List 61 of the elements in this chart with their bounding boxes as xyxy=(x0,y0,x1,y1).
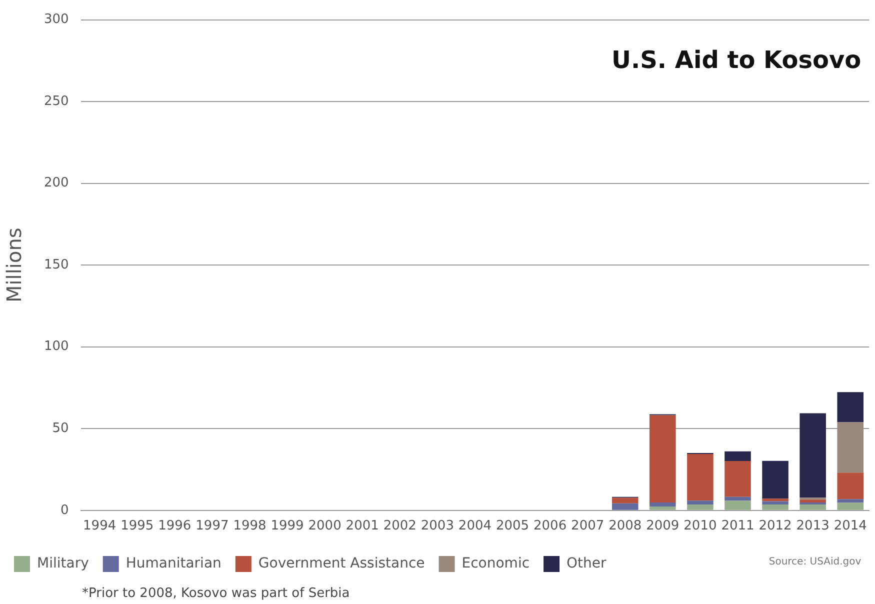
bar xyxy=(650,506,676,510)
bar xyxy=(687,504,714,510)
y-tick-label: 200 xyxy=(44,176,69,191)
x-tick-label: 2004 xyxy=(458,518,492,534)
bar xyxy=(837,499,864,503)
x-tick-label: 2007 xyxy=(571,518,604,534)
y-tick-label: 150 xyxy=(44,257,69,272)
bar xyxy=(687,454,714,501)
source-note: Source: USAid.gov xyxy=(768,556,862,568)
x-tick-label: 2014 xyxy=(834,518,867,534)
x-tick-label: 2011 xyxy=(721,518,754,534)
x-tick-label: 2005 xyxy=(496,518,530,534)
bar xyxy=(837,472,864,500)
bar xyxy=(800,500,826,503)
x-tick-label: 2002 xyxy=(383,518,416,534)
bar xyxy=(612,498,638,504)
bar xyxy=(612,503,638,510)
x-tick-label: 2013 xyxy=(796,518,830,534)
legend-label: Other xyxy=(566,556,607,572)
x-tick-label: 2008 xyxy=(608,518,642,534)
x-tick-label: 2012 xyxy=(758,518,792,534)
y-tick-label: 50 xyxy=(52,421,69,436)
bar xyxy=(837,422,864,473)
legend-label: Economic xyxy=(462,556,530,572)
x-tick-label: 1994 xyxy=(83,518,116,534)
bar xyxy=(724,500,751,510)
bar xyxy=(762,501,788,505)
legend-label: Government Assistance xyxy=(258,556,425,572)
bar xyxy=(800,413,826,498)
x-tick-label: 2003 xyxy=(420,518,454,534)
bar xyxy=(837,502,864,510)
x-tick-label: 2006 xyxy=(534,518,567,534)
legend-label: Humanitarian xyxy=(126,556,222,572)
text: U.S. Aid to Kosovo xyxy=(612,46,862,74)
bar xyxy=(762,460,788,499)
y-tick-label: 250 xyxy=(44,94,69,109)
x-tick-label: 2000 xyxy=(308,518,342,534)
bar xyxy=(650,502,676,506)
x-tick-label: 1995 xyxy=(120,518,154,534)
bar xyxy=(724,461,751,497)
x-tick-label: 1997 xyxy=(196,518,229,534)
bar xyxy=(724,496,751,501)
x-tick-label: 1999 xyxy=(270,518,304,534)
bar xyxy=(762,498,788,502)
bar xyxy=(800,504,826,510)
x-tick-label: 1996 xyxy=(158,518,192,534)
y-axis-title: Millions xyxy=(2,228,26,303)
legend-label: Military xyxy=(37,556,89,572)
x-tick-label: 2009 xyxy=(646,518,680,534)
bar xyxy=(724,451,751,462)
x-tick-label: 2001 xyxy=(346,518,379,534)
bar xyxy=(837,392,864,422)
y-tick-label: 100 xyxy=(44,339,69,354)
y-tick-label: 0 xyxy=(60,502,69,518)
bar xyxy=(650,415,676,503)
x-tick-label: 2010 xyxy=(684,518,717,534)
bar xyxy=(687,500,714,505)
y-tick-label: 300 xyxy=(44,12,69,28)
bar xyxy=(762,504,788,510)
text: *Prior to 2008, Kosovo was part of Serbia xyxy=(82,586,350,601)
x-tick-label: 1998 xyxy=(233,518,266,534)
